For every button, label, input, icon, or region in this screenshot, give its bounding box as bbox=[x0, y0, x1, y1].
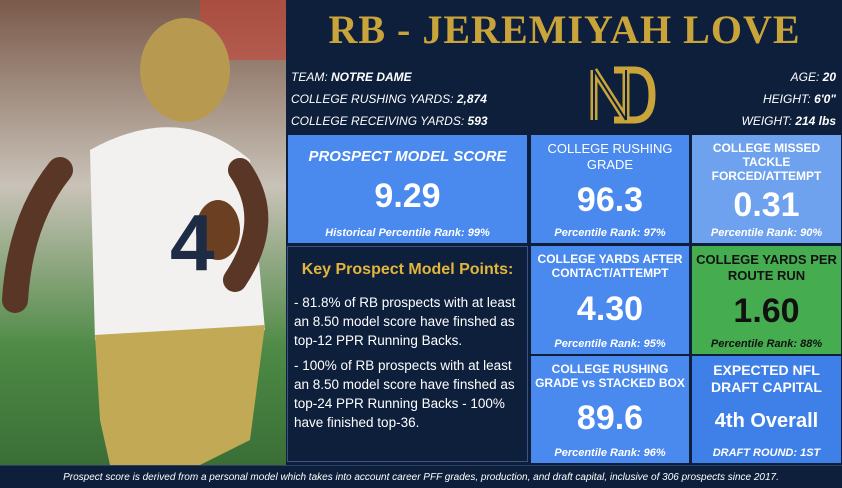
card: COLLEGE RUSHING GRADE 96.3 Percentile Ra… bbox=[530, 134, 690, 244]
key-points-title: Key Prospect Model Points: bbox=[301, 261, 514, 278]
card-rank: Percentile Rank: 88% bbox=[710, 338, 823, 350]
key-point: - 81.8% of RB prospects with at least an… bbox=[294, 295, 516, 348]
info-row: WEIGHT: 214 lbs bbox=[742, 110, 836, 132]
info-row: AGE: 20 bbox=[742, 66, 836, 88]
card-title: COLLEGE YARDS PER ROUTE RUN bbox=[696, 252, 837, 283]
info-value: 20 bbox=[822, 70, 836, 84]
info-label: TEAM: bbox=[291, 70, 328, 84]
player-photo: 4 bbox=[0, 0, 286, 465]
card-rank: Percentile Rank: 96% bbox=[554, 447, 666, 459]
key-points: Key Prospect Model Points: - 81.8% of RB… bbox=[287, 246, 528, 462]
info-label: WEIGHT: bbox=[741, 114, 792, 128]
info-label: COLLEGE RECEIVING YARDS: bbox=[291, 114, 465, 128]
info-value: 214 lbs bbox=[795, 114, 836, 128]
title: RB - JEREMIYAH LOVE bbox=[328, 7, 801, 52]
card-title: PROSPECT MODEL SCORE bbox=[308, 148, 507, 165]
card: PROSPECT MODEL SCORE 9.29 Historical Per… bbox=[287, 134, 528, 244]
card: COLLEGE YARDS PER ROUTE RUN 1.60 Percent… bbox=[691, 245, 842, 355]
card-rank: Historical Percentile Rank: 99% bbox=[325, 227, 490, 239]
info-label: COLLEGE RUSHING YARDS: bbox=[291, 92, 454, 106]
card: COLLEGE YARDS AFTER CONTACT/ATTEMPT 4.30… bbox=[530, 245, 690, 355]
info-value: 2,874 bbox=[456, 92, 487, 106]
info-row: COLLEGE RECEIVING YARDS: 593 bbox=[291, 110, 488, 132]
info-value: NOTRE DAME bbox=[331, 70, 412, 84]
card-value: 9.29 bbox=[374, 176, 441, 215]
card: COLLEGE RUSHING GRADE vs STACKED BOX 89.… bbox=[530, 355, 690, 464]
card-rank: Percentile Rank: 90% bbox=[710, 227, 823, 239]
info-right: AGE: 20 HEIGHT: 6'0" WEIGHT: 214 lbs bbox=[742, 66, 836, 132]
footer: Prospect score is derived from a persona… bbox=[0, 465, 842, 488]
card-title: EXPECTED NFL DRAFT CAPITAL bbox=[711, 362, 822, 395]
card-rank: DRAFT ROUND: 1ST bbox=[712, 447, 821, 459]
info-value: 6'0" bbox=[814, 92, 836, 106]
info-label: HEIGHT: bbox=[762, 92, 811, 106]
card-title: COLLEGE RUSHING GRADE bbox=[547, 141, 673, 172]
card-title: COLLEGE RUSHING GRADE vs STACKED BOX bbox=[535, 362, 685, 390]
info-value: 593 bbox=[467, 114, 488, 128]
info-row: TEAM: NOTRE DAME bbox=[291, 66, 488, 88]
card-value: 89.6 bbox=[576, 399, 644, 437]
key-point: - 100% of RB prospects with at least an … bbox=[294, 358, 515, 430]
card-value: 96.3 bbox=[576, 180, 644, 219]
info-row: HEIGHT: 6'0" bbox=[742, 88, 836, 110]
card: COLLEGE MISSED TACKLE FORCED/ATTEMPT 0.3… bbox=[691, 134, 842, 244]
svg-text:4: 4 bbox=[170, 198, 215, 287]
info-label: AGE: bbox=[790, 70, 820, 84]
info-left: TEAM: NOTRE DAME COLLEGE RUSHING YARDS: … bbox=[291, 66, 488, 132]
card-rank: Percentile Rank: 97% bbox=[554, 227, 666, 239]
card-value: 4.30 bbox=[576, 289, 644, 328]
card-rank: Percentile Rank: 95% bbox=[554, 338, 666, 350]
card-value: 0.31 bbox=[733, 185, 800, 224]
card-value: 1.60 bbox=[733, 291, 800, 330]
card-title: COLLEGE MISSED TACKLE FORCED/ATTEMPT bbox=[711, 141, 822, 183]
card: EXPECTED NFL DRAFT CAPITAL 4th Overall D… bbox=[691, 355, 842, 464]
team-logo bbox=[590, 66, 656, 124]
card-value: 4th Overall bbox=[714, 410, 819, 432]
info-row: COLLEGE RUSHING YARDS: 2,874 bbox=[291, 88, 488, 110]
card-title: COLLEGE YARDS AFTER CONTACT/ATTEMPT bbox=[537, 252, 683, 280]
